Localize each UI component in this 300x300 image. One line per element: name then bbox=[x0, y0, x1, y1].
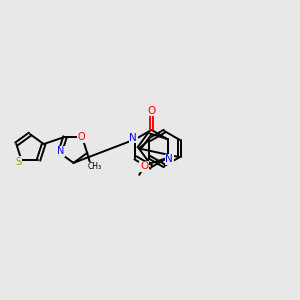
Text: O: O bbox=[77, 133, 85, 142]
Text: O: O bbox=[140, 161, 148, 171]
Text: CH₃: CH₃ bbox=[87, 162, 101, 171]
Text: N: N bbox=[57, 146, 64, 156]
Text: N: N bbox=[129, 133, 137, 143]
Text: O: O bbox=[147, 106, 156, 116]
Text: N: N bbox=[165, 154, 173, 164]
Text: S: S bbox=[16, 157, 22, 166]
